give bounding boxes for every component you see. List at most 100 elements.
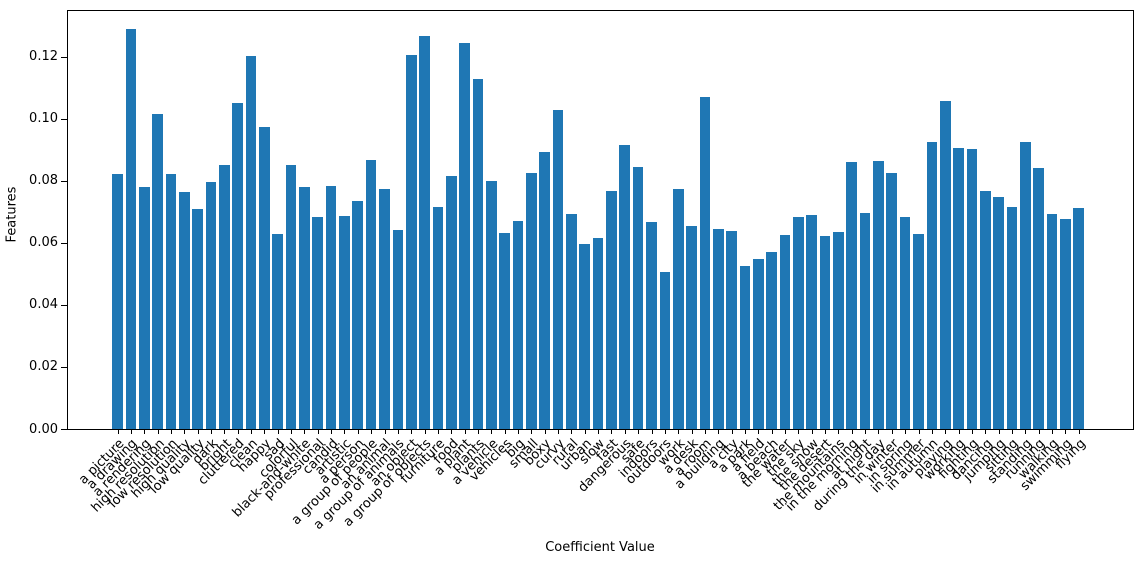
x-tick-mark: [117, 430, 119, 434]
x-tick-mark: [918, 430, 920, 434]
bar: [392, 230, 404, 429]
x-tick-mark: [331, 430, 333, 434]
bar: [953, 147, 964, 429]
x-tick-mark: [624, 430, 626, 434]
x-tick-mark: [264, 430, 266, 434]
x-tick-mark: [838, 430, 840, 434]
x-tick-mark: [451, 430, 453, 434]
x-tick-mark: [464, 430, 466, 434]
x-tick-mark: [611, 430, 613, 434]
x-tick-mark: [504, 430, 506, 434]
bar: [606, 190, 617, 429]
bar: [779, 235, 791, 429]
x-tick-mark: [558, 430, 560, 434]
y-tick-label: 0.10: [29, 111, 58, 127]
x-tick-mark: [1065, 430, 1067, 434]
bar: [1006, 207, 1018, 429]
bar: [445, 175, 457, 429]
bar: [218, 165, 230, 429]
bar: [178, 191, 190, 429]
y-tick-mark: [61, 118, 67, 120]
x-tick-mark: [971, 430, 973, 434]
bar: [993, 196, 1004, 429]
bar: [899, 217, 911, 429]
y-tick-label: 0.04: [29, 297, 58, 313]
x-tick-mark: [1025, 430, 1027, 434]
x-tick-mark: [731, 430, 733, 434]
x-tick-mark: [945, 430, 947, 434]
x-tick-mark: [170, 430, 172, 434]
bar: [539, 151, 551, 429]
x-tick-mark: [704, 430, 706, 434]
x-tick-mark: [718, 430, 720, 434]
x-tick-mark: [798, 430, 800, 434]
y-tick-mark: [61, 242, 67, 244]
x-tick-mark: [237, 430, 239, 434]
bar: [846, 162, 858, 429]
y-tick-label: 0.06: [29, 235, 58, 251]
x-tick-mark: [985, 430, 987, 434]
bar: [659, 271, 671, 429]
x-tick-mark: [184, 430, 186, 434]
bar: [926, 141, 938, 429]
x-tick-mark: [1011, 430, 1013, 434]
x-tick-mark: [571, 430, 573, 434]
bar: [939, 100, 951, 429]
bar: [699, 96, 711, 429]
x-tick-mark: [771, 430, 773, 434]
y-tick-mark: [61, 56, 67, 58]
bar: [325, 185, 337, 429]
y-tick-mark: [61, 366, 67, 368]
bar: [272, 234, 284, 429]
bar: [566, 213, 577, 429]
bar: [592, 238, 604, 429]
x-tick-mark: [598, 430, 600, 434]
x-tick-mark: [651, 430, 653, 434]
x-tick-mark: [758, 430, 760, 434]
bar: [485, 180, 497, 429]
bar: [979, 190, 991, 429]
bar: [405, 55, 417, 429]
y-tick-label: 0.02: [29, 359, 58, 375]
bar: [138, 187, 150, 429]
bar: [806, 215, 818, 429]
x-tick-mark: [998, 430, 1000, 434]
x-tick-mark: [531, 430, 533, 434]
bar: [299, 187, 310, 429]
x-tick-mark: [958, 430, 960, 434]
x-tick-mark: [304, 430, 306, 434]
x-tick-mark: [197, 430, 199, 434]
bar: [886, 172, 898, 429]
bar: [579, 244, 591, 429]
bar: [873, 160, 884, 429]
x-tick-mark: [251, 430, 252, 434]
x-tick-mark: [851, 430, 853, 434]
bar: [766, 251, 777, 429]
x-tick-mark: [811, 430, 813, 434]
bar: [472, 78, 484, 429]
y-tick-mark: [61, 180, 67, 182]
y-tick-label: 0.12: [29, 49, 58, 65]
x-tick-mark: [678, 430, 680, 434]
bar: [1073, 208, 1085, 429]
bar: [552, 109, 564, 429]
bar: [312, 217, 324, 429]
x-axis-label: Coefficient Value: [545, 540, 655, 555]
x-tick-mark: [584, 430, 586, 434]
x-tick-mark: [210, 430, 212, 434]
x-tick-mark: [1052, 430, 1053, 434]
y-tick-label: 0.08: [29, 173, 58, 189]
x-tick-mark: [144, 430, 146, 434]
bar: [686, 225, 697, 429]
bar: [1060, 219, 1071, 429]
x-tick-mark: [317, 430, 319, 434]
bar: [646, 222, 657, 429]
bar: [752, 258, 764, 429]
bar: [165, 174, 177, 429]
bar: [833, 231, 844, 429]
bar: [285, 165, 297, 429]
bar: [379, 188, 390, 429]
bar: [365, 159, 377, 429]
x-tick-mark: [931, 430, 933, 434]
